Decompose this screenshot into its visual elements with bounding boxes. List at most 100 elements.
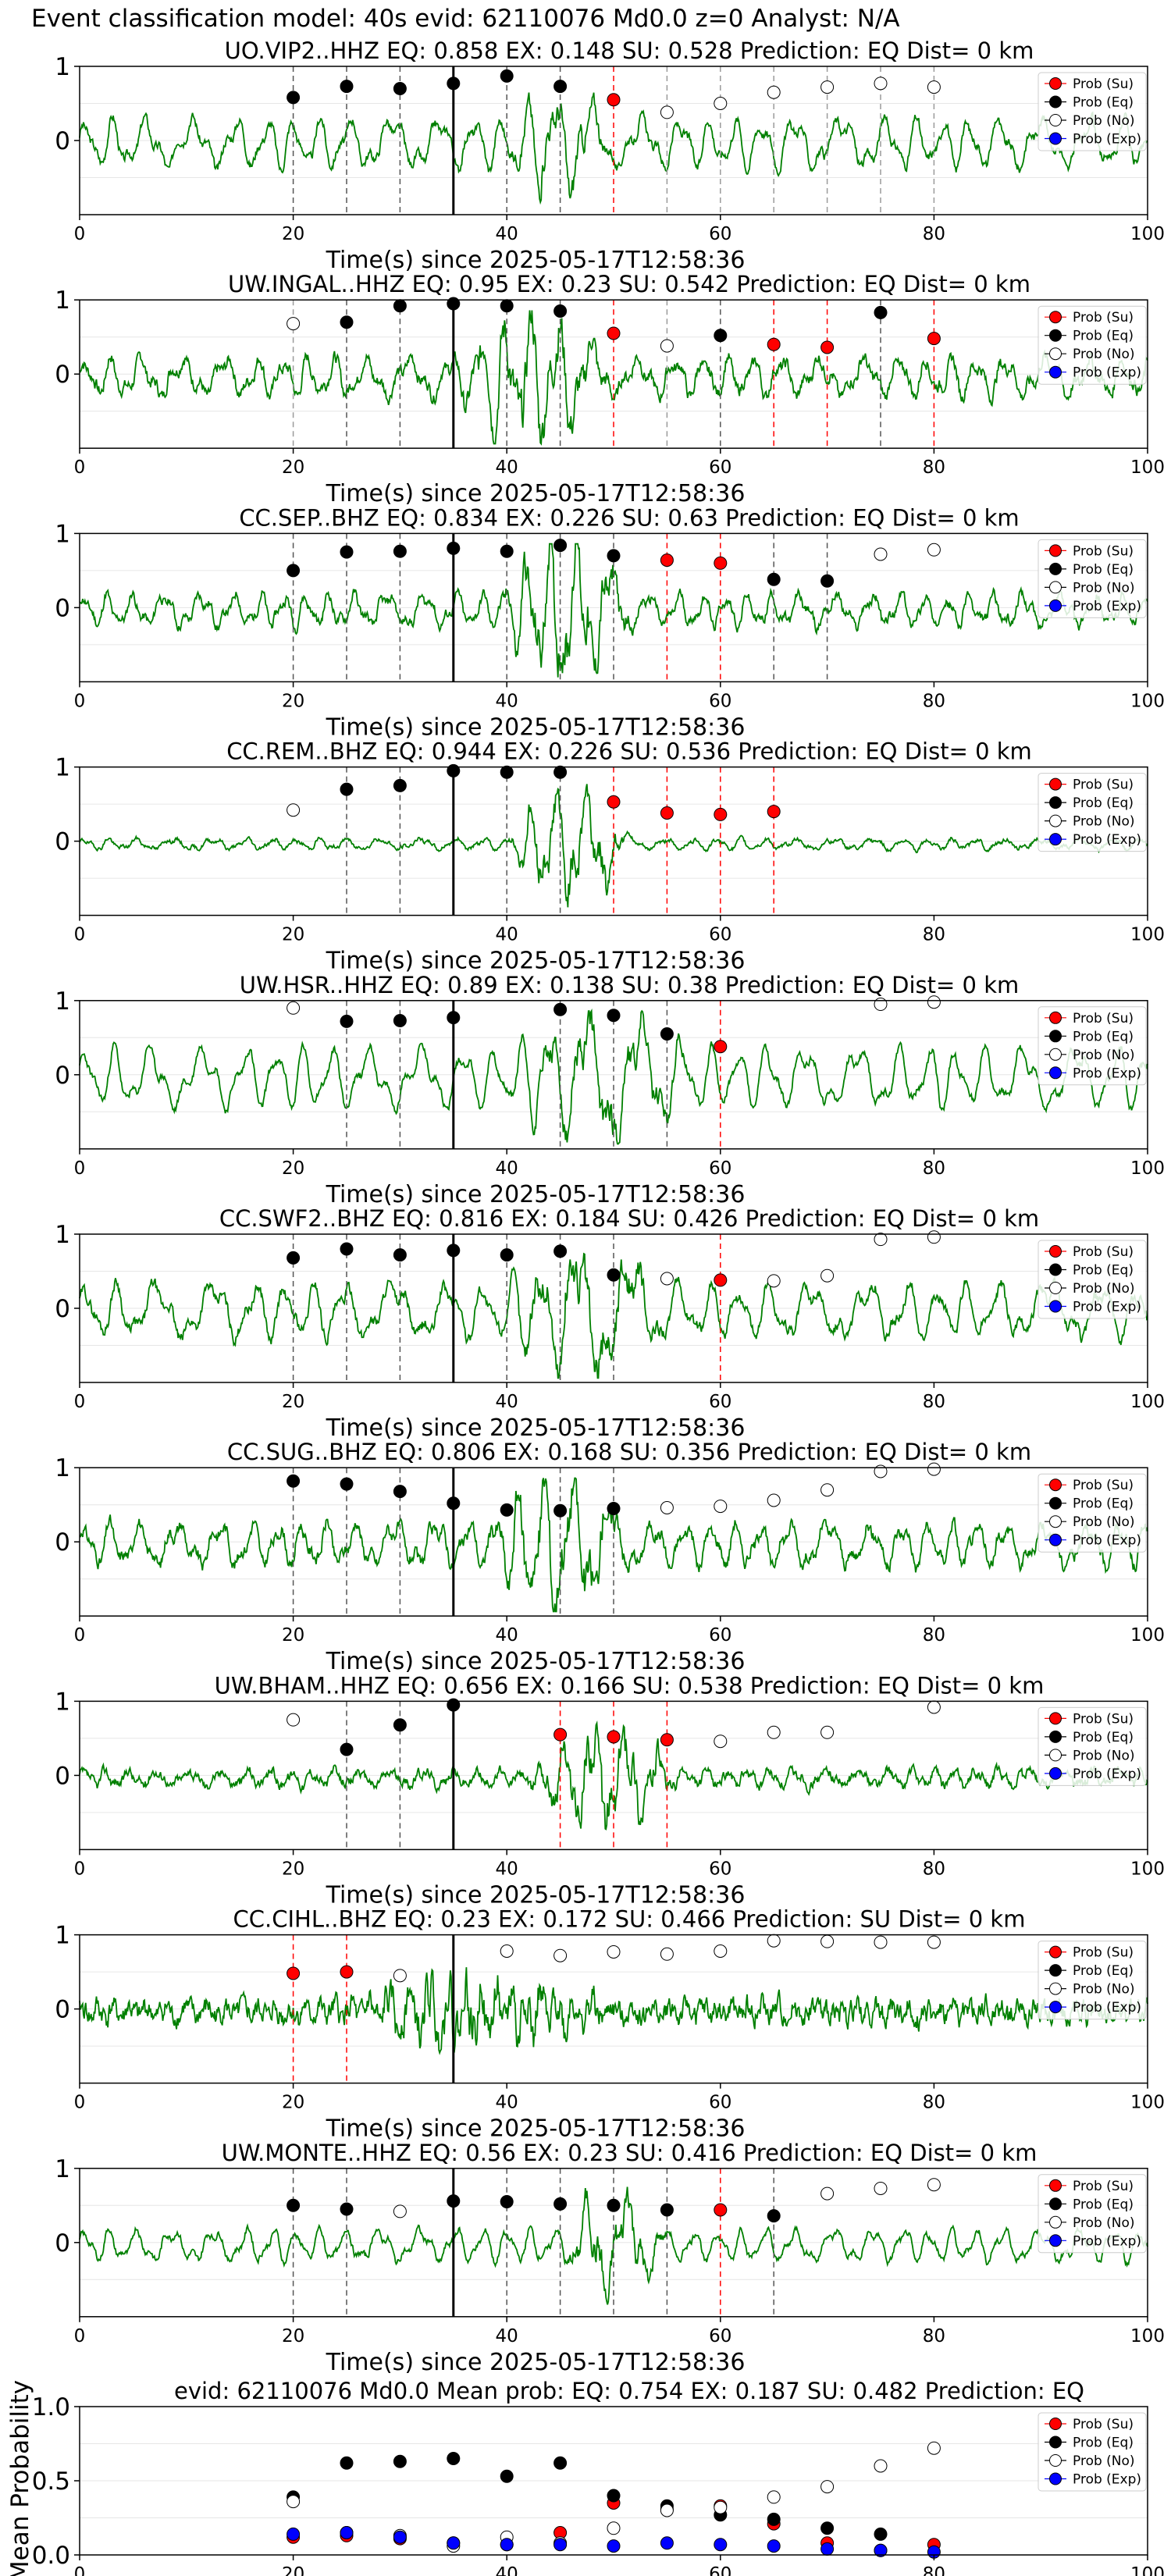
x-tick-label: 40 — [496, 2093, 518, 2113]
prob-marker-eq — [447, 2194, 461, 2208]
legend-label: Prob (Exp) — [1073, 1767, 1141, 1782]
prob-marker-no — [820, 1725, 835, 1739]
prob-marker-eq — [607, 1501, 621, 1515]
x-tick-label: 0 — [74, 2093, 86, 2113]
waveform-trace — [79, 784, 1148, 908]
x-tick-label: 100 — [1130, 1859, 1165, 1879]
axes-frame — [79, 532, 1148, 683]
mean-marker-exp — [553, 2538, 568, 2552]
legend-box — [1038, 539, 1147, 618]
prob-marker-eq — [287, 1251, 301, 1265]
prob-marker-no — [820, 80, 835, 94]
legend-label: Prob (No) — [1073, 1048, 1135, 1063]
x-tick-label: 40 — [496, 457, 518, 478]
x-tick-label: 60 — [709, 2326, 731, 2347]
mean-marker-eq — [393, 2454, 407, 2468]
legend-label: Prob (Su) — [1073, 2417, 1134, 2432]
x-tick-label: 60 — [709, 1859, 731, 1879]
mean-marker-eq — [820, 2521, 835, 2535]
prob-marker-eq — [393, 1013, 407, 1027]
mean-marker-no — [287, 2495, 301, 2509]
panel-title: CC.SEP..BHZ EQ: 0.834 EX: 0.226 SU: 0.63… — [239, 504, 1019, 531]
legend-marker-no — [1049, 1749, 1062, 1762]
prob-marker-no — [927, 1935, 941, 1949]
legend-label: Prob (Exp) — [1073, 599, 1141, 614]
panel-title: evid: 62110076 Md0.0 Mean prob: EQ: 0.75… — [174, 2378, 1084, 2404]
prob-marker-no — [927, 1462, 941, 1476]
waveform-trace — [79, 1720, 1148, 1831]
prob-marker-eq — [553, 80, 568, 94]
prob-marker-eq — [393, 544, 407, 558]
legend-label: Prob (Eq) — [1073, 329, 1134, 344]
x-tick-label: 100 — [1130, 2093, 1165, 2113]
prob-marker-eq — [393, 299, 407, 313]
prob-marker-su — [714, 556, 728, 570]
legend-label: Prob (No) — [1073, 814, 1135, 830]
legend-marker-eq — [1049, 2197, 1062, 2211]
station-panel: UW.BHAM..HHZ EQ: 0.656 EX: 0.166 SU: 0.5… — [55, 1672, 1165, 1909]
x-tick-label: 0 — [74, 1392, 86, 1412]
prob-marker-no — [874, 1935, 888, 1949]
legend-marker-no — [1049, 114, 1062, 126]
legend-label: Prob (Eq) — [1073, 562, 1134, 578]
legend-label: Prob (Exp) — [1073, 132, 1141, 148]
prob-marker-no — [287, 317, 301, 331]
mean-marker-eq — [874, 2527, 888, 2541]
x-tick-label: 0 — [74, 1859, 86, 1879]
figure-title: Event classification model: 40s evid: 62… — [31, 5, 900, 33]
legend-box — [1038, 2174, 1147, 2254]
legend-box — [1038, 1240, 1147, 1319]
legend-marker-exp — [1049, 1767, 1062, 1780]
x-tick-label: 100 — [1130, 1158, 1165, 1179]
mean-marker-exp — [500, 2538, 514, 2552]
legend-marker-no — [1049, 1515, 1062, 1528]
x-tick-label: 0 — [74, 224, 86, 244]
mean-marker-no — [660, 2503, 674, 2517]
prob-marker-eq — [340, 2202, 354, 2216]
prob-marker-eq — [340, 1477, 354, 1491]
mean-probability-panel: evid: 62110076 Md0.0 Mean prob: EQ: 0.75… — [6, 2378, 1165, 2576]
prob-marker-eq — [447, 297, 461, 311]
legend-marker-exp — [1049, 1066, 1062, 1080]
prob-marker-eq — [500, 2195, 514, 2209]
x-tick-label: 40 — [496, 2564, 518, 2576]
legend-marker-eq — [1049, 95, 1062, 109]
prob-marker-su — [927, 332, 941, 346]
y-tick-label: 0.0 — [32, 2542, 70, 2570]
x-tick-label: 40 — [496, 1158, 518, 1179]
mean-marker-eq — [340, 2456, 354, 2470]
mean-marker-exp — [340, 2526, 354, 2539]
x-tick-label: 60 — [709, 1625, 731, 1646]
x-tick-label: 100 — [1130, 1392, 1165, 1412]
legend-marker-no — [1049, 2454, 1062, 2467]
legend-marker-su — [1049, 2179, 1062, 2192]
mean-marker-eq — [447, 2452, 461, 2465]
legend-label: Prob (Su) — [1073, 1244, 1134, 1260]
legend-marker-exp — [1049, 2001, 1062, 2014]
prob-marker-eq — [767, 2209, 781, 2223]
legend-label: Prob (Exp) — [1073, 365, 1141, 381]
legend-marker-no — [1049, 2215, 1062, 2229]
mean-marker-no — [874, 2459, 888, 2473]
legend-marker-eq — [1049, 1496, 1062, 1510]
legend-label: Prob (Exp) — [1073, 2472, 1141, 2488]
legend-box — [1038, 2412, 1147, 2492]
legend-marker-eq — [1049, 1030, 1062, 1043]
prob-marker-no — [393, 1969, 407, 1983]
x-tick-label: 0 — [74, 691, 86, 711]
mean-marker-exp — [767, 2539, 781, 2553]
legend-marker-su — [1049, 1011, 1062, 1024]
panel-title: CC.SUG..BHZ EQ: 0.806 EX: 0.168 SU: 0.35… — [227, 1439, 1031, 1465]
waveform-trace — [79, 543, 1148, 678]
legend-label: Prob (Exp) — [1073, 1533, 1141, 1549]
x-tick-label: 80 — [923, 1158, 945, 1179]
legend-label: Prob (Su) — [1073, 76, 1134, 92]
mean-marker-exp — [287, 2527, 301, 2541]
legend-label: Prob (No) — [1073, 1982, 1135, 1998]
x-tick-label: 100 — [1130, 1625, 1165, 1646]
prob-marker-no — [927, 1230, 941, 1244]
prob-marker-no — [874, 76, 888, 91]
axes-frame — [79, 299, 1148, 449]
x-tick-label: 0 — [74, 2564, 86, 2576]
mean-marker-eq — [500, 2469, 514, 2483]
